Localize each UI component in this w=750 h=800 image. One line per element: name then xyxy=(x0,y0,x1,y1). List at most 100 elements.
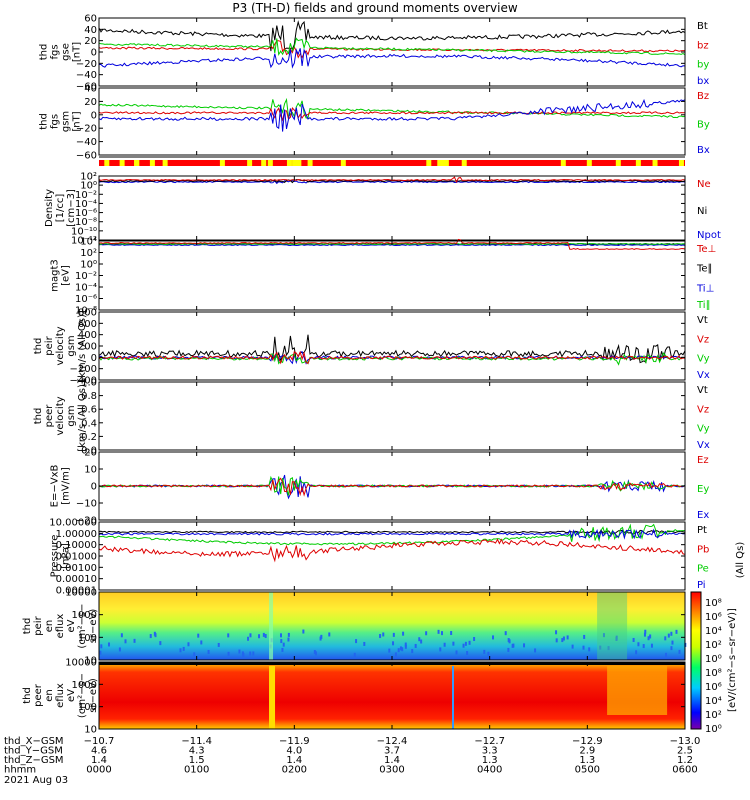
spectrogram-ion-bin xyxy=(100,644,103,649)
y-tick-label: 800 xyxy=(78,308,97,319)
x-axis-value: 0100 xyxy=(184,765,209,776)
y-axis-label-line: [nT] xyxy=(72,111,83,131)
spectrogram-ion-bin xyxy=(328,632,331,637)
y-tick-label: 100 xyxy=(78,702,97,713)
y-axis-label-line: thd xyxy=(33,408,44,425)
mode-bar xyxy=(99,156,685,166)
trace-ni xyxy=(98,179,686,184)
y-tick-label: 0.8 xyxy=(81,391,97,402)
y-axis-label-line: en xyxy=(44,620,55,633)
y-tick-label: 10⁰ xyxy=(80,181,97,192)
y-tick-label: 10⁴ xyxy=(80,237,97,248)
spectrogram-ion-bin xyxy=(650,643,653,648)
y-tick-label: 10000 xyxy=(65,588,97,599)
trace-bz xyxy=(98,40,685,59)
mode-bar-segment xyxy=(292,160,298,166)
legend-Vz: Vz xyxy=(697,404,709,415)
x-axis-value: 4.6 xyxy=(91,746,107,757)
y-tick-label: 1.00000 xyxy=(56,529,97,540)
y-tick-label: −40 xyxy=(76,70,97,81)
y-tick-label: 0.0 xyxy=(81,446,97,457)
x-axis-row-label: hhmm xyxy=(4,765,36,776)
spectrogram-ion-bin xyxy=(678,649,681,654)
mode-bar-segment xyxy=(461,160,467,166)
spectrogram-ion-bin xyxy=(523,643,526,648)
y-tick-label: −10 xyxy=(76,499,97,510)
spectrogram-ion-bin xyxy=(319,636,322,641)
legend-Ti⊥: Ti⊥ xyxy=(696,283,714,294)
trace-By xyxy=(98,97,686,119)
spectrogram-ion-bin xyxy=(279,633,282,638)
legend-Pb: Pb xyxy=(697,544,709,555)
spectrogram-ion-streak xyxy=(597,592,628,660)
spectrogram-ion-bin xyxy=(179,648,182,653)
y-tick-label: 0 xyxy=(91,482,97,493)
y-tick-label: −20 xyxy=(76,124,97,135)
y-tick-label: 10⁰ xyxy=(80,260,97,271)
y-axis-label: E=−VxB[mV/m] xyxy=(50,465,72,508)
mode-bar-segment xyxy=(247,160,253,166)
spectrogram-ion-bin xyxy=(99,650,102,655)
spectrogram-ion-bin xyxy=(583,634,586,639)
y-tick-label: −400 xyxy=(70,376,97,387)
y-tick-label: 10 xyxy=(84,725,97,736)
spectrogram-ion-bin xyxy=(443,642,446,647)
spectrogram-ion-bin xyxy=(262,632,265,637)
y-tick-label: −20 xyxy=(76,516,97,527)
spectrogram-ion-bin xyxy=(258,634,261,639)
spectrogram-ion-bin xyxy=(149,634,152,639)
x-axis-value: 2.9 xyxy=(579,746,595,757)
colorbar-tick: 10⁰ xyxy=(705,724,722,735)
y-tick-label: 10⁻¹⁰ xyxy=(71,226,97,237)
panel-efield: 20 10 0 −10 −20 E=−VxB[mV/m] Ez Ey Ex xyxy=(50,448,710,527)
y-axis-label-line: peir xyxy=(33,615,44,635)
spectrogram-ion-bin xyxy=(287,632,290,637)
y-axis-label-line: thd xyxy=(22,618,33,635)
y-tick-label: 20 xyxy=(84,97,97,108)
panel-traces-pressure xyxy=(98,523,686,563)
mode-bar-segment xyxy=(104,160,110,166)
legend-Ey: Ey xyxy=(697,484,709,495)
panel-traces-fgs_gsm xyxy=(98,97,686,132)
x-axis-value: 1.4 xyxy=(286,755,302,766)
legend-Vt: Vt xyxy=(697,315,708,326)
spectrogram-ion-bin xyxy=(632,637,635,642)
panel-pressure: 10.000001.000000.100000.010000.001000.00… xyxy=(49,518,709,597)
spectrogram-ion-bin xyxy=(615,635,618,640)
x-axis-value: 4.0 xyxy=(286,746,302,757)
y-axis-label-line: [mV/m] xyxy=(61,467,72,505)
mode-bar-segment xyxy=(307,160,313,166)
trace-bx xyxy=(99,48,686,69)
mode-bar-segment xyxy=(219,160,225,166)
y-tick-label: 0.00100 xyxy=(56,563,97,574)
panel-peir_vel: 8006004002000−200−400thdpeirvelocitygsm[… xyxy=(33,308,710,387)
y-axis-label-line: [1/cc] xyxy=(55,194,66,223)
spectrogram-ion-bin xyxy=(441,631,444,636)
mode-bar-segment xyxy=(340,160,346,166)
spectrogram-ion-bin xyxy=(399,646,402,651)
y-tick-label: 10 xyxy=(84,656,97,667)
x-axis-value: −12.7 xyxy=(474,736,505,747)
trace-ez xyxy=(98,477,685,497)
spectrogram-ion-bin xyxy=(133,638,136,643)
legend-Ne: Ne xyxy=(697,179,711,190)
y-axis-label-line: gsm xyxy=(66,335,77,356)
y-tick-label: 40 xyxy=(84,84,97,95)
spectrogram-ion-bin xyxy=(264,634,267,639)
spectrogram-ion-bin xyxy=(355,639,358,644)
x-axis-value: 0000 xyxy=(86,765,111,776)
spectrogram-ion-bin xyxy=(644,629,647,634)
y-axis-label-line: [nT] xyxy=(72,42,83,62)
mode-bar-fill xyxy=(99,160,685,166)
spectrogram-ion-bin xyxy=(197,633,200,638)
legend-Pt: Pt xyxy=(697,525,707,536)
legend-bx: bx xyxy=(697,76,709,87)
y-tick-label: 600 xyxy=(78,319,97,330)
x-axis-value: 1.3 xyxy=(482,755,498,766)
colorbar-tick: 10⁰ xyxy=(705,654,722,665)
trace-vz xyxy=(98,350,686,365)
spectrogram-ion-bin xyxy=(667,633,670,638)
spectrogram-ion-bin xyxy=(534,648,537,653)
y-tick-label: 10² xyxy=(80,172,97,183)
